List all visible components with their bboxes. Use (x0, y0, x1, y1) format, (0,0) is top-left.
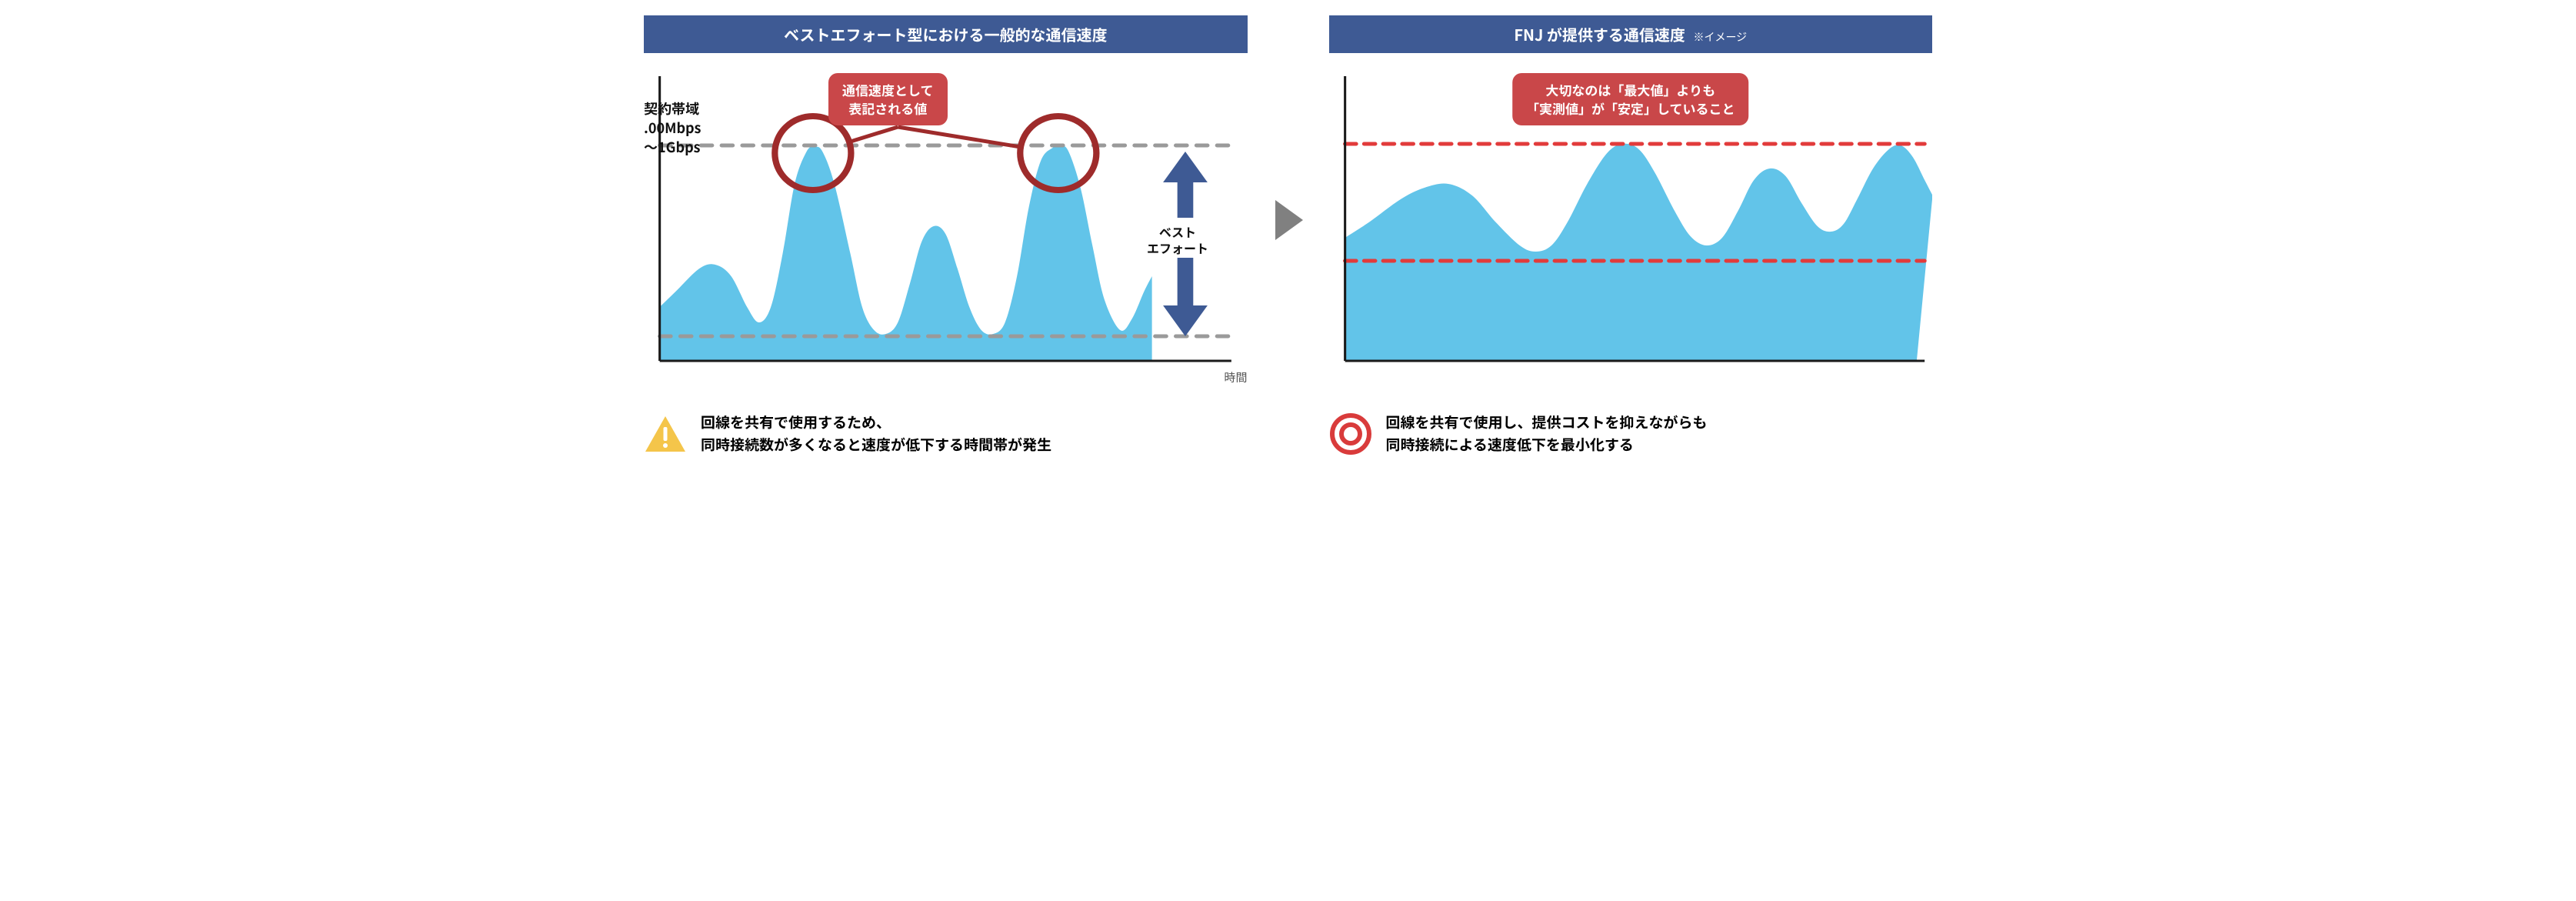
right-footer-l2: 同時接続による速度低下を最小化する (1386, 434, 1708, 456)
left-header-text: ベストエフォート型における一般的な通信速度 (784, 23, 1107, 45)
left-chart-wrap: 契約帯域 .00Mbps ～1Gbps 通信速度として 表記される値 ベスト エ… (644, 53, 1248, 384)
left-footer-l2: 同時接続数が多くなると速度が低下する時間帯が発生 (701, 434, 1051, 456)
left-y-axis-label: 契約帯域 .00Mbps ～1Gbps (644, 99, 701, 158)
best-effort-arrow-label: ベスト エフォート (1147, 224, 1208, 256)
left-callout-bubble: 通信速度として 表記される値 (828, 73, 948, 125)
separator-arrow-icon (1271, 197, 1306, 243)
right-callout-l2: 「実測値」が「安定」していること (1526, 99, 1735, 118)
left-footer: 回線を共有で使用するため、 同時接続数が多くなると速度が低下する時間帯が発生 (644, 412, 1248, 456)
left-x-axis-label: 時間 (1224, 369, 1247, 385)
left-footer-l1: 回線を共有で使用するため、 (701, 412, 1051, 434)
right-chart-wrap: 大切なのは「最大値」よりも 「実測値」が「安定」していること (1329, 53, 1933, 384)
arrow-label-l1: ベスト (1147, 224, 1208, 240)
right-footer-text: 回線を共有で使用し、提供コストを抑えながらも 同時接続による速度低下を最小化する (1386, 412, 1708, 456)
right-header: FNJ が提供する通信速度 ※イメージ (1329, 15, 1933, 53)
left-panel: ベストエフォート型における一般的な通信速度 契約帯域 .00Mbps ～1Gbp… (644, 15, 1248, 456)
right-header-main: FNJ が提供する通信速度 (1514, 23, 1685, 45)
target-icon (1329, 412, 1372, 456)
ylabel-line-3: ～1Gbps (644, 138, 701, 157)
ylabel-line-2: .00Mbps (644, 118, 701, 138)
right-header-note: ※イメージ (1693, 29, 1747, 45)
right-callout-l1: 大切なのは「最大値」よりも (1526, 81, 1735, 99)
left-footer-text: 回線を共有で使用するため、 同時接続数が多くなると速度が低下する時間帯が発生 (701, 412, 1051, 456)
arrow-label-l2: エフォート (1147, 240, 1208, 256)
callout-line-2: 表記される値 (842, 99, 934, 118)
callout-line-1: 通信速度として (842, 81, 934, 99)
warning-icon (644, 415, 687, 453)
right-footer: 回線を共有で使用し、提供コストを抑えながらも 同時接続による速度低下を最小化する (1329, 412, 1933, 456)
right-callout-bubble: 大切なのは「最大値」よりも 「実測値」が「安定」していること (1512, 73, 1749, 125)
right-footer-l1: 回線を共有で使用し、提供コストを抑えながらも (1386, 412, 1708, 434)
left-header: ベストエフォート型における一般的な通信速度 (644, 15, 1248, 53)
right-panel: FNJ が提供する通信速度 ※イメージ 大切なのは「最大値」よりも 「実測値」が… (1329, 15, 1933, 456)
ylabel-line-1: 契約帯域 (644, 99, 701, 118)
